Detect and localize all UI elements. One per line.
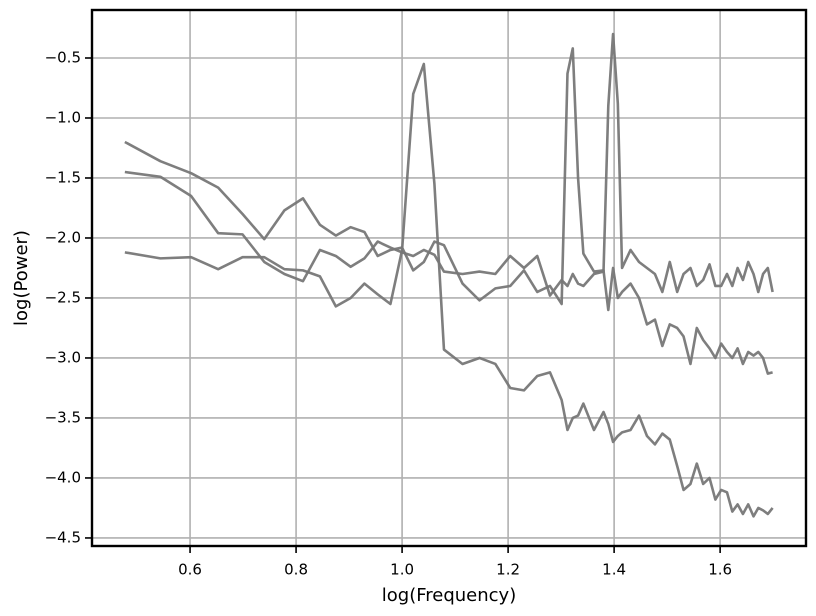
- y-tick-label: −3.5: [45, 408, 81, 426]
- data-line: [124, 62, 774, 518]
- y-tick-label: −0.5: [45, 48, 81, 66]
- y-tick-label: −1.0: [45, 108, 81, 126]
- x-tick-label: 0.8: [284, 561, 308, 579]
- x-tick-label: 1.4: [602, 561, 626, 579]
- y-axis-label: log(Power): [11, 230, 32, 326]
- y-tick-label: −4.5: [45, 528, 81, 546]
- x-tick-label: 1.6: [708, 561, 732, 579]
- plot-frame: [90, 8, 808, 548]
- y-tick-label: −1.5: [45, 168, 81, 186]
- x-axis-label: log(Frequency): [382, 585, 516, 606]
- x-tick-label: 0.6: [178, 561, 202, 579]
- x-tick-label: 1.0: [390, 561, 414, 579]
- data-line: [124, 32, 774, 297]
- data-line: [124, 47, 773, 375]
- x-tick-label: 1.2: [496, 561, 520, 579]
- y-tick-label: −4.0: [45, 468, 81, 486]
- y-tick-label: −2.5: [45, 288, 81, 306]
- y-tick-label: −2.0: [45, 228, 81, 246]
- y-tick-label: −3.0: [45, 348, 81, 366]
